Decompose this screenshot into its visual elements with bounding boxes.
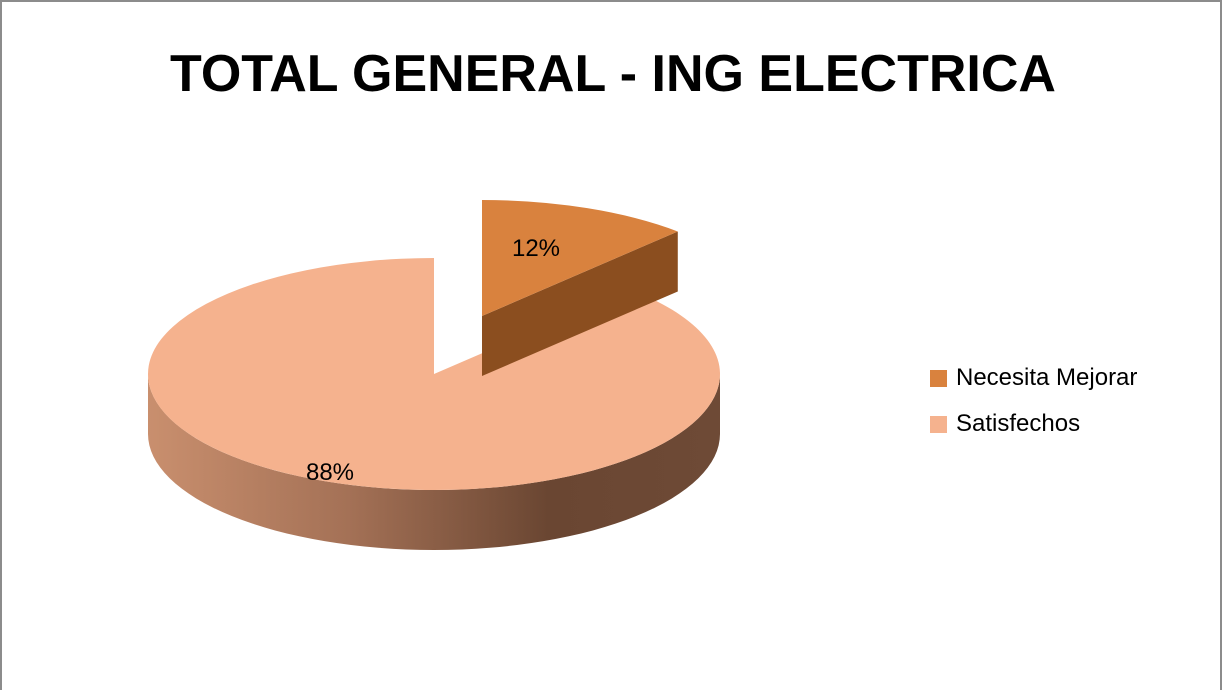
data-label-necesita-mejorar: 12% — [512, 235, 560, 262]
slice-cut-wall — [482, 231, 678, 376]
legend-swatch — [930, 369, 947, 387]
data-label-satisfechos: 88% — [306, 459, 354, 486]
chart-title: TOTAL GENERAL - ING ELECTRICA — [170, 45, 1056, 103]
legend-label: Necesita Mejorar — [956, 364, 1138, 391]
legend-label: Satisfechos — [956, 410, 1081, 437]
legend-item-satisfechos: Satisfechos — [930, 408, 1137, 440]
pie-slice-necesita-mejorar — [482, 200, 678, 376]
slice-side — [148, 374, 720, 550]
legend-item-necesita-mejorar: Necesita Mejorar — [930, 362, 1137, 394]
legend-swatch — [930, 415, 947, 433]
slice-top — [482, 200, 678, 316]
chart-legend: Necesita Mejorar Satisfechos — [930, 362, 1137, 454]
